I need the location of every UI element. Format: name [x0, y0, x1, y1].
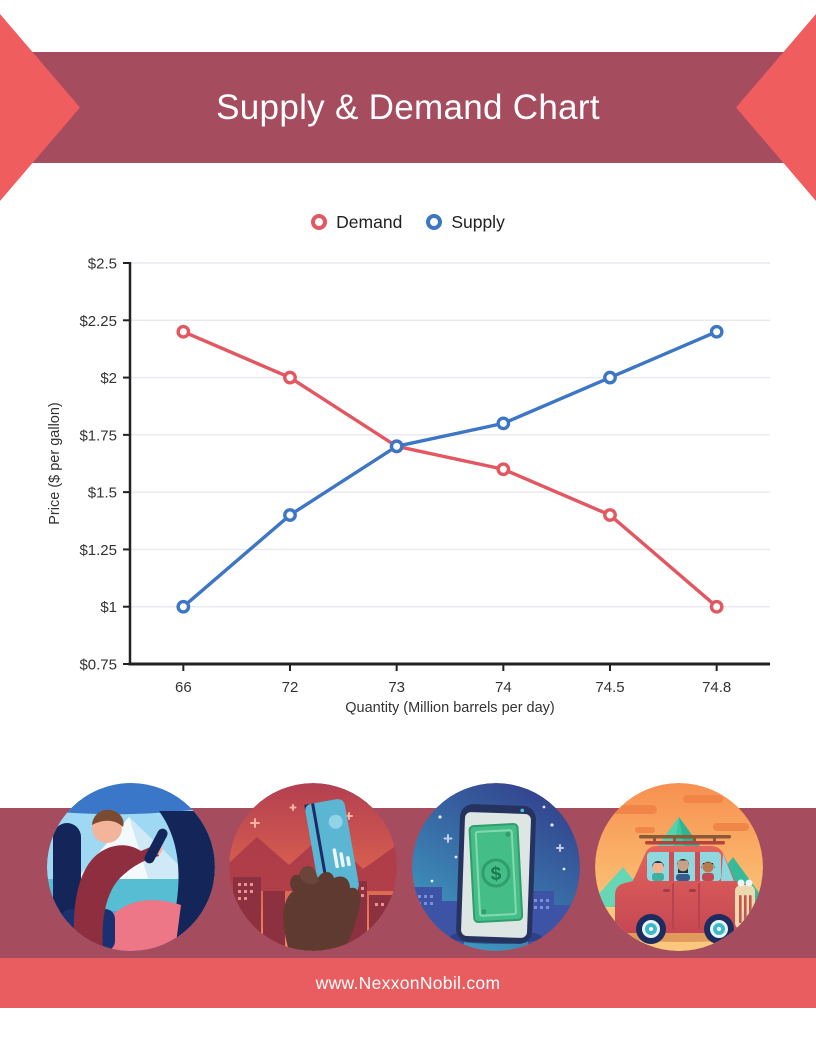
ribbon-arrow-left-icon: [0, 14, 80, 201]
svg-text:$2: $2: [100, 370, 117, 387]
svg-text:$2.25: $2.25: [79, 313, 117, 330]
money-phone-illustration: $: [412, 783, 580, 951]
credit-card-illustration-icon: [229, 783, 397, 951]
svg-text:$: $: [490, 864, 502, 886]
svg-text:74.8: 74.8: [702, 679, 731, 696]
road-trip-illustration-icon: [595, 783, 763, 951]
legend-item-demand: Demand: [311, 212, 402, 233]
svg-text:72: 72: [282, 679, 299, 696]
supply-demand-chart-svg: $0.75 $1 $1.25 $1.5 $1.75 $2 $2.25 $2.5 66 72 73 74…: [47, 256, 770, 716]
supply-demand-chart: $0.75 $1 $1.25 $1.5 $1.75 $2 $2.25 $2.5 66 72 73 74…: [0, 248, 816, 718]
chart-legend: Demand Supply: [0, 207, 816, 237]
page-title: Supply & Demand Chart: [216, 87, 600, 127]
money-phone-illustration-icon: $: [412, 783, 580, 951]
svg-text:$2.5: $2.5: [88, 256, 117, 273]
svg-text:$1: $1: [100, 599, 117, 616]
ribbon-arrow-right-icon: [736, 14, 816, 201]
svg-text:$1.75: $1.75: [79, 427, 117, 444]
svg-text:73: 73: [388, 679, 405, 696]
legend-item-supply: Supply: [426, 212, 505, 233]
title-banner: Supply & Demand Chart: [0, 52, 816, 163]
driver-illustration: [47, 783, 215, 951]
svg-text:74: 74: [495, 679, 512, 696]
footer-bar: www.NexxonNobil.com: [0, 958, 816, 1008]
legend-label-demand: Demand: [336, 211, 403, 232]
footer-url: www.NexxonNobil.com: [315, 972, 501, 993]
supply-marker-icon: [426, 214, 443, 230]
svg-text:Quantity (Million barrels per: Quantity (Million barrels per day): [345, 700, 555, 716]
svg-text:$1.5: $1.5: [88, 485, 117, 502]
svg-text:Price ($ per gallon): Price ($ per gallon): [47, 402, 63, 525]
road-trip-illustration: [595, 783, 763, 951]
credit-card-illustration: [229, 783, 397, 951]
svg-text:74.5: 74.5: [595, 679, 624, 696]
demand-marker-icon: [311, 214, 328, 230]
svg-text:$1.25: $1.25: [79, 542, 117, 559]
legend-label-supply: Supply: [451, 211, 505, 232]
svg-text:$0.75: $0.75: [79, 657, 117, 674]
svg-text:66: 66: [175, 679, 192, 696]
driver-illustration-icon: [47, 783, 215, 951]
